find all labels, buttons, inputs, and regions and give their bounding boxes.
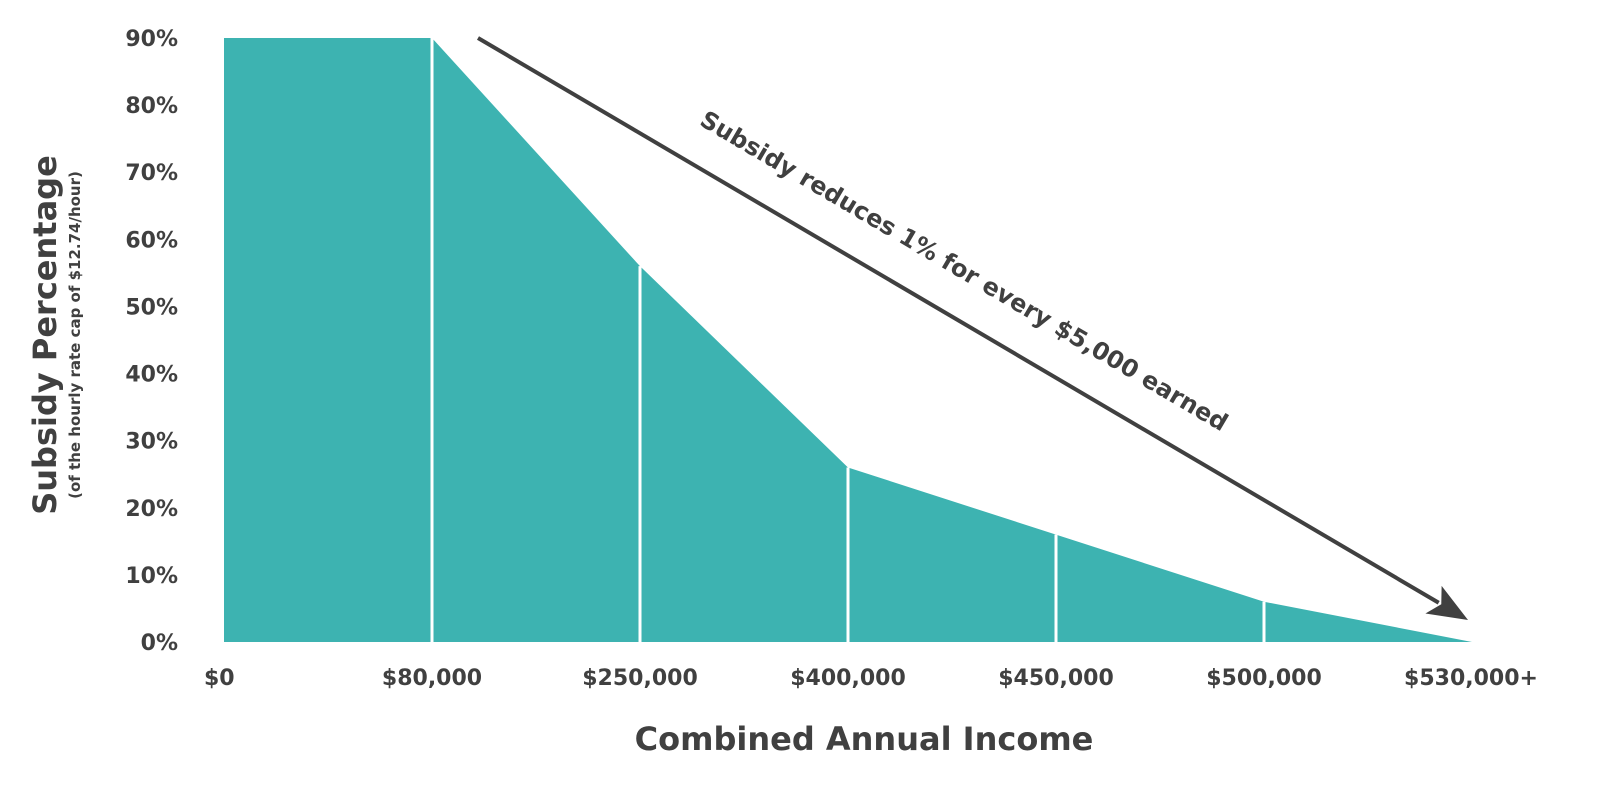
y-tick-label: 70% [125, 161, 178, 186]
x-tick-label: $250,000 [582, 666, 698, 691]
x-axis-title: Combined Annual Income [635, 720, 1094, 758]
y-axis-title: Subsidy Percentage [26, 155, 64, 515]
trend-arrow [476, 36, 1468, 620]
y-tick-label: 0% [141, 631, 178, 656]
trend-arrow-head [1425, 585, 1468, 620]
y-tick-label: 80% [125, 94, 178, 119]
y-tick-labels: 0% 10% 20% 30% 40% 50% 60% 70% 80% 90% [125, 27, 178, 656]
y-tick-label: 30% [125, 430, 178, 455]
area-layer [224, 38, 1472, 642]
x-tick-label: $450,000 [998, 666, 1114, 691]
y-tick-label: 10% [125, 564, 178, 589]
x-tick-label: $500,000 [1206, 666, 1322, 691]
x-tick-label: $0 [204, 666, 235, 691]
trend-annotation: Subsidy reduces 1% for every $5,000 earn… [695, 105, 1232, 437]
y-tick-label: 40% [125, 363, 178, 388]
x-tick-labels: $0 $80,000 $250,000 $400,000 $450,000 $500,00… [204, 666, 1538, 691]
y-tick-label: 50% [125, 295, 178, 320]
x-tick-label: $530,000+ [1404, 666, 1538, 691]
y-axis-subtitle: (of the hourly rate cap of $12.74/hour) [66, 171, 84, 499]
y-tick-label: 20% [125, 497, 178, 522]
x-tick-label: $400,000 [790, 666, 906, 691]
y-tick-label: 90% [125, 27, 178, 52]
divider-layer [430, 38, 1266, 642]
subsidy-area [224, 38, 1472, 642]
trend-arrow-line [476, 36, 1440, 605]
y-tick-label: 60% [125, 228, 178, 253]
x-tick-label: $80,000 [382, 666, 482, 691]
